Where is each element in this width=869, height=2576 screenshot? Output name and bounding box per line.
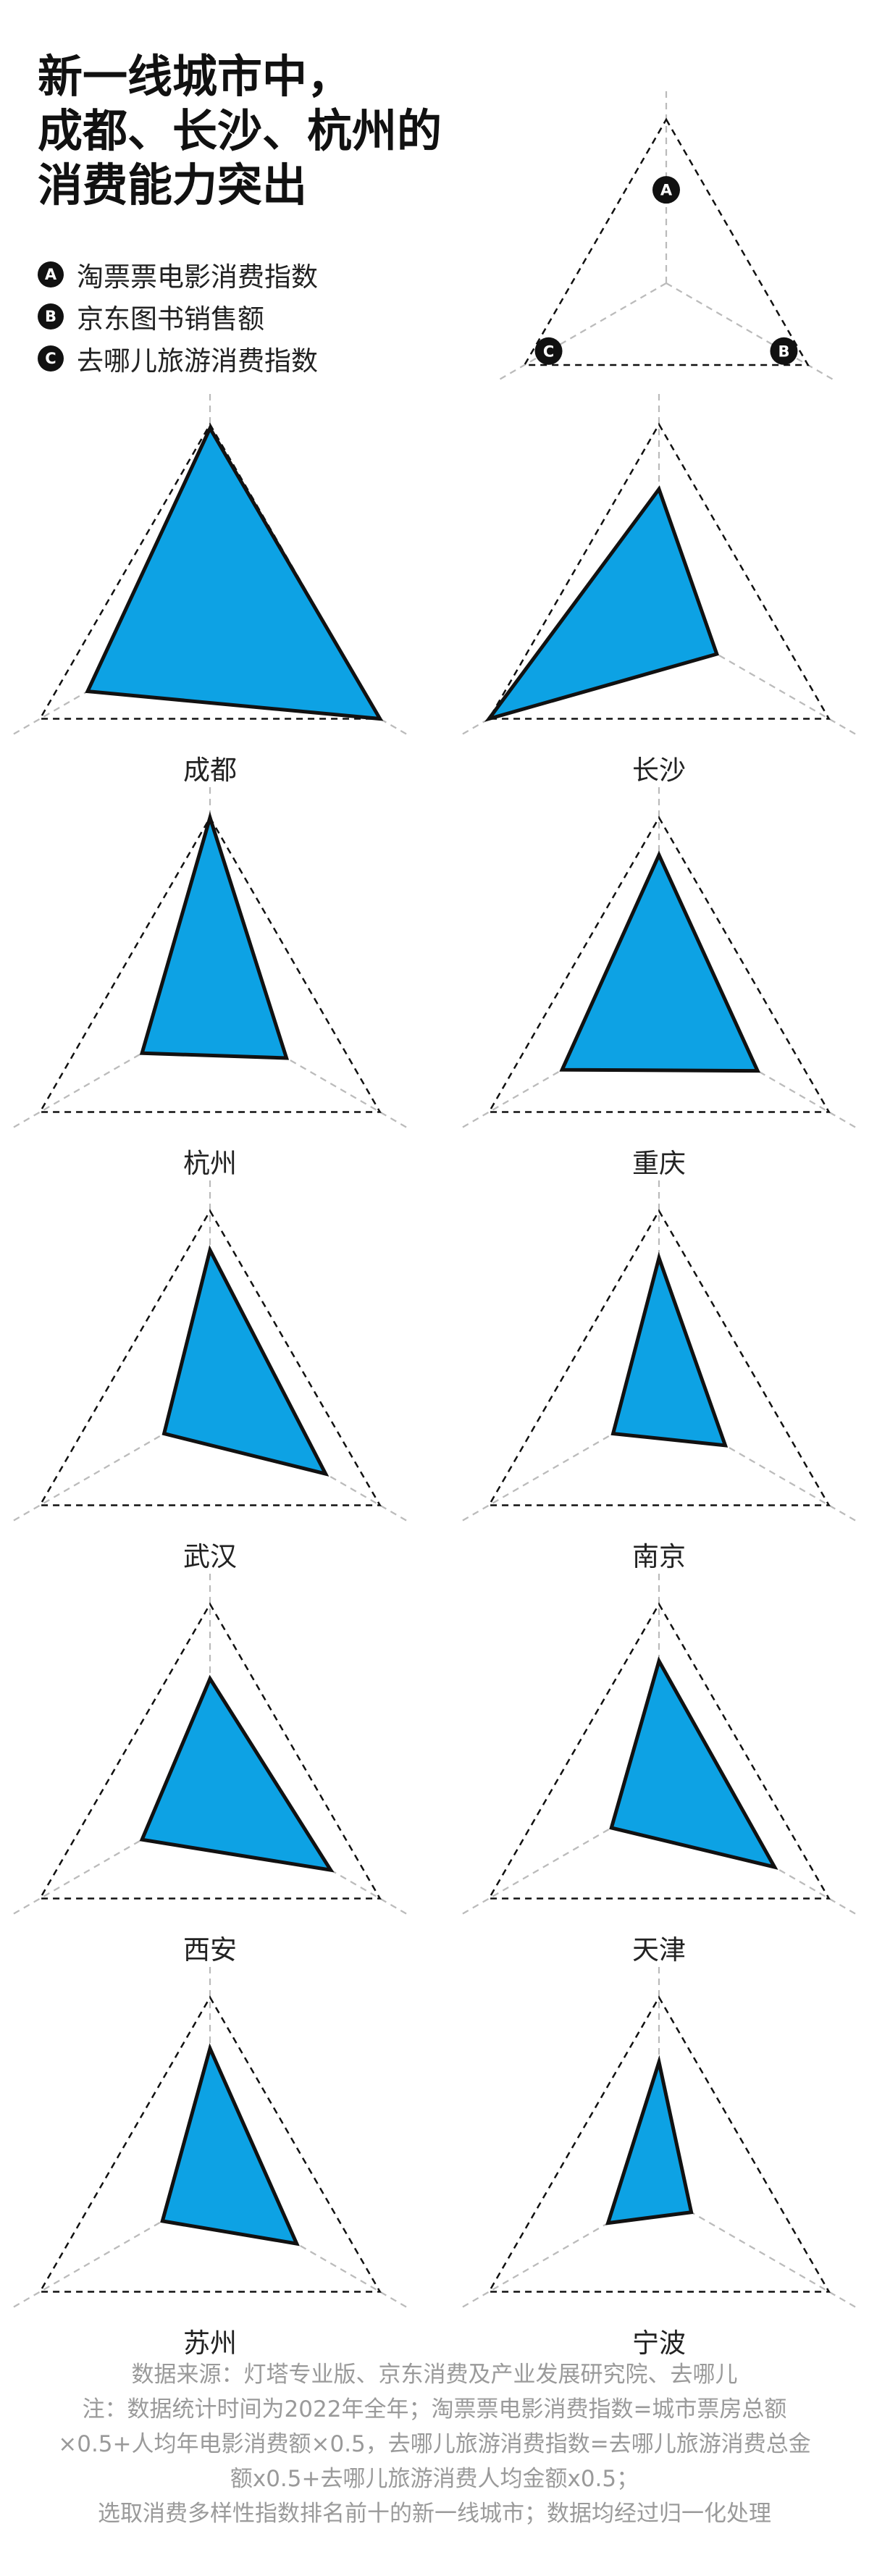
axis-marker-c: C	[534, 337, 563, 365]
radar-chart-5	[13, 1180, 407, 1522]
marker-label: C	[543, 343, 554, 360]
radar-shape	[85, 424, 384, 721]
legend-label-a: 淘票票电影消费指数	[77, 261, 318, 293]
note-line-4: 额x0.5+去哪儿旅游消费人均金额x0.5；	[230, 2466, 639, 2492]
axis-marker-a: A	[652, 176, 680, 204]
radar-chart-10	[462, 1967, 856, 2308]
page-title: 新一线城市中， 成都、长沙、杭州的 消费能力突出	[38, 49, 472, 212]
radar-chart-2	[462, 394, 856, 735]
legend-label-b: 京东图书销售额	[77, 303, 264, 335]
radar-frame	[487, 815, 831, 1113]
city-label: 苏州	[183, 2328, 237, 2359]
city-label: 天津	[632, 1934, 686, 1965]
city-label: 武汉	[183, 1541, 237, 1572]
marker-circle-icon	[652, 176, 680, 204]
radar-shape	[160, 2043, 300, 2246]
axis-line-b	[666, 282, 835, 381]
radar-frame	[38, 1209, 382, 1506]
city-label: 南京	[632, 1541, 686, 1572]
badge-b-icon: B	[38, 303, 64, 330]
note-line-5: 选取消费多样性指数排名前十的新一线城市；数据均经过归一化处理	[98, 2501, 771, 2527]
badge-a-icon: A	[38, 261, 64, 288]
title-line-1: 新一线城市中，	[38, 50, 353, 103]
radar-frame	[523, 117, 810, 366]
radar-chart-9	[13, 1967, 407, 2308]
radar-shape	[139, 811, 290, 1060]
title-line-3: 消费能力突出	[38, 159, 308, 211]
axis-key-diagram: A B C	[498, 89, 835, 381]
radar-frame	[487, 422, 831, 720]
marker-label: B	[778, 343, 789, 360]
radar-frame	[38, 1995, 382, 2293]
note-line-3: ×0.5+人均年电影消费额×0.5，去哪儿旅游消费指数=去哪儿旅游消费总金	[58, 2431, 811, 2457]
footnotes: 数据来源：灯塔专业版、京东消费及产业发展研究院、去哪儿 注：数据统计时间为202…	[29, 2357, 840, 2531]
radar-frame	[487, 1995, 831, 2293]
title-line-2: 成都、长沙、杭州的	[38, 104, 442, 157]
radar-shape	[610, 1251, 729, 1448]
marker-circle-icon	[770, 337, 798, 365]
legend: A 淘票票电影消费指数 B 京东图书销售额 C 去哪儿旅游消费指数	[38, 253, 318, 379]
radar-frame	[487, 1209, 831, 1506]
radar-shape	[559, 850, 760, 1073]
radar-shape	[161, 1245, 329, 1477]
radar-shape	[605, 2055, 694, 2225]
radar-shape	[609, 1656, 778, 1870]
badge-c-icon: C	[38, 345, 64, 372]
city-label: 成都	[183, 755, 237, 786]
radar-frame	[38, 422, 382, 720]
radar-chart-7	[13, 1574, 407, 1915]
radar-chart-1	[13, 394, 407, 735]
radar-chart-8	[462, 1574, 856, 1915]
legend-item-c: C 去哪儿旅游消费指数	[38, 337, 318, 379]
note-line-2: 注：数据统计时间为2022年全年；淘票票电影消费指数=城市票房总额	[82, 2396, 787, 2422]
city-label: 杭州	[183, 1148, 237, 1179]
axis-marker-b: B	[770, 337, 798, 365]
radar-shape	[484, 485, 720, 722]
marker-label: A	[660, 182, 673, 199]
city-label: 宁波	[632, 2328, 686, 2359]
radar-chart-4	[462, 787, 856, 1128]
city-label: 长沙	[632, 755, 686, 786]
legend-item-b: B 京东图书销售额	[38, 295, 318, 337]
radar-frame	[487, 1602, 831, 1900]
legend-label-c: 去哪儿旅游消费指数	[77, 345, 318, 377]
radar-frame	[38, 815, 382, 1113]
note-source: 数据来源：灯塔专业版、京东消费及产业发展研究院、去哪儿	[131, 2362, 738, 2388]
radar-chart-3	[13, 787, 407, 1128]
axis-line-c	[498, 282, 667, 381]
city-label: 重庆	[632, 1148, 686, 1179]
marker-circle-icon	[534, 337, 563, 365]
city-label: 西安	[183, 1934, 237, 1965]
radar-shape	[139, 1674, 335, 1873]
radar-frame	[38, 1602, 382, 1900]
radar-chart-6	[462, 1180, 856, 1522]
legend-item-a: A 淘票票电影消费指数	[38, 253, 318, 295]
